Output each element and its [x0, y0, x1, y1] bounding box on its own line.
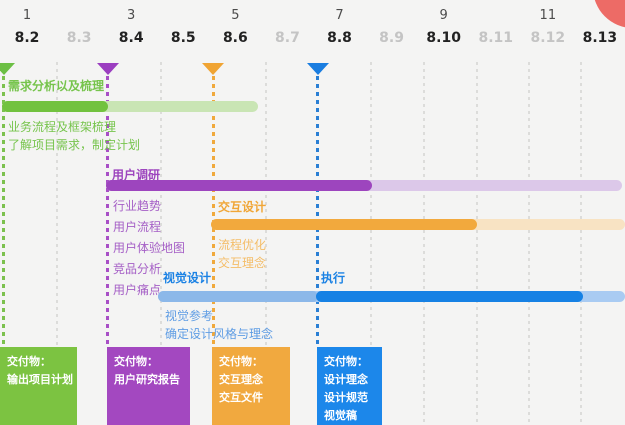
- phase-title-requirements: 需求分析以及梳理: [8, 79, 105, 93]
- bar-execution-actual: [316, 291, 583, 302]
- bar-interaction-actual: [211, 219, 477, 230]
- day-number-row: 1 3 5 7 9 11: [1, 8, 625, 23]
- phase-start-line-execution: [316, 76, 319, 348]
- date-label: 8.13: [582, 30, 618, 46]
- date-label: 8.7: [275, 30, 300, 46]
- date-label: 8.8: [327, 30, 352, 46]
- grid-line: [476, 62, 478, 425]
- grid-line: [160, 62, 162, 425]
- date-label: 8.5: [170, 30, 196, 46]
- note: 竞品分析: [113, 262, 162, 276]
- grid-line: [370, 62, 372, 425]
- note: 交互理念: [218, 255, 267, 270]
- notes-interaction: 流程优化 交互理念: [218, 237, 266, 272]
- date-label: 8.4: [118, 30, 144, 46]
- phase-title-interaction: 交互设计: [218, 200, 267, 214]
- deliverable-item: 用户研究报告: [114, 373, 180, 386]
- bar-research-actual: [106, 180, 372, 191]
- bar-requirements-actual: [2, 101, 108, 112]
- triangle-marker-green-icon: [0, 63, 15, 75]
- grid-line: [56, 62, 58, 425]
- bar-visual-prep: [158, 291, 318, 302]
- phase-start-line-requirements: [2, 76, 5, 348]
- deliverable-item: 设计规范: [324, 391, 368, 404]
- date-label: 8.11: [478, 30, 514, 46]
- grid-line: [423, 62, 425, 425]
- date-label: 8.9: [379, 30, 404, 46]
- date-label: 8.10: [426, 30, 461, 46]
- grid-line: [265, 62, 267, 425]
- date-label: 8.2: [14, 30, 40, 46]
- note: 流程优化: [218, 238, 267, 252]
- deliverable-box-interaction: 交付物： 交互理念 交互文件: [212, 347, 290, 425]
- day-number: 5: [231, 8, 240, 23]
- deliverable-item: 交互文件: [219, 391, 263, 404]
- date-row: 8.2 8.3 8.4 8.5 8.6 8.7 8.8 8.9 8.10 8.1…: [1, 30, 625, 46]
- triangle-marker-blue-icon: [307, 63, 329, 75]
- note: 视觉参考: [165, 309, 214, 323]
- notes-research: 行业趋势 用户流程 用户体验地图 竞品分析 用户痛点: [113, 196, 185, 301]
- deliverable-item: 输出项目计划: [7, 373, 73, 386]
- deliverable-box-research: 交付物： 用户研究报告: [107, 347, 190, 425]
- note: 了解项目需求，制定计划: [8, 137, 141, 152]
- phase-start-line-research: [106, 76, 109, 348]
- day-number: 11: [539, 8, 557, 23]
- date-label: 8.6: [222, 30, 248, 46]
- deliverable-heading: 交付物：: [324, 355, 368, 368]
- phase-title-visual: 视觉设计: [163, 271, 212, 285]
- phase-title-execution: 执行: [321, 271, 346, 285]
- day-number: 1: [22, 8, 32, 23]
- notes-visual: 视觉参考 确定设计风格与理念: [165, 308, 273, 343]
- day-number: 9: [439, 8, 448, 23]
- phase-start-line-interaction: [212, 76, 215, 348]
- deliverable-item: 视觉稿: [324, 409, 357, 422]
- note: 确定设计风格与理念: [165, 326, 274, 341]
- deliverable-heading: 交付物：: [7, 355, 51, 368]
- date-label: 8.3: [66, 30, 92, 46]
- triangle-marker-orange-icon: [202, 63, 224, 75]
- notes-requirements: 业务流程及框架梳理 了解项目需求，制定计划: [8, 119, 140, 154]
- day-number: 3: [127, 8, 136, 23]
- triangle-marker-purple-icon: [97, 63, 119, 75]
- deliverable-item: 交互理念: [219, 373, 263, 386]
- bar-requirements-planned: [2, 101, 258, 112]
- deliverable-item: 设计理念: [324, 373, 368, 386]
- grid-line: [580, 62, 582, 425]
- deliverable-heading: 交付物：: [114, 355, 158, 368]
- note: 用户体验地图: [113, 241, 186, 255]
- deliverable-heading: 交付物：: [219, 355, 263, 368]
- grid-line: [528, 62, 530, 425]
- note: 用户流程: [113, 220, 162, 234]
- deliverable-box-visual: 交付物： 设计理念 设计规范 视觉稿: [317, 347, 382, 425]
- deliverable-box-requirements: 交付物： 输出项目计划: [0, 347, 77, 425]
- note: 行业趋势: [113, 199, 162, 213]
- date-label: 8.12: [530, 30, 566, 46]
- note: 用户痛点: [113, 283, 162, 297]
- note: 业务流程及框架梳理: [8, 120, 117, 134]
- phase-title-research: 用户调研: [112, 168, 161, 182]
- day-number: 7: [335, 8, 344, 23]
